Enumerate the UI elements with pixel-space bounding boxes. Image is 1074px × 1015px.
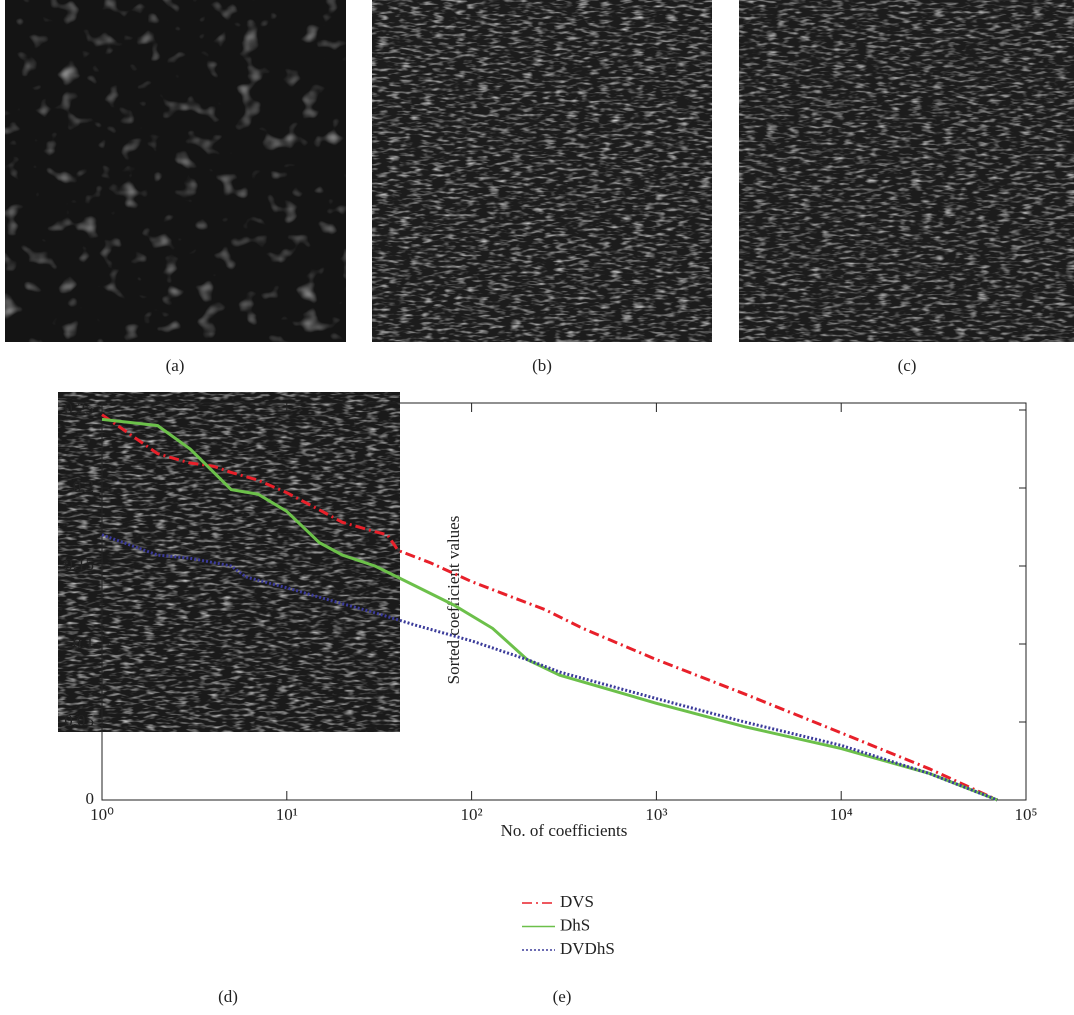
x-tick-label: 10³	[645, 805, 667, 824]
panel-label: (c)	[898, 356, 917, 375]
panel-label: (d)	[218, 987, 238, 1006]
x-tick-label: 10²	[461, 805, 483, 824]
x-axis-label: No. of coefficients	[501, 821, 628, 840]
y-tick-label: 0.05	[64, 711, 94, 730]
legend-label: DVS	[560, 892, 594, 911]
line-series	[101, 413, 998, 802]
y-tick-label: 0.2	[73, 477, 94, 496]
y-tick-label: 0.15	[64, 555, 94, 574]
y-axis-label: Sorted coefficient values	[444, 516, 463, 685]
x-tick-label: 10⁵	[1015, 805, 1038, 824]
panel-label: (a)	[166, 356, 185, 375]
legend-label: DhS	[560, 915, 590, 934]
plot-frame	[101, 402, 1027, 801]
line-series	[101, 533, 998, 802]
legend-label: DVDhS	[560, 939, 615, 958]
line-series	[101, 417, 998, 802]
x-tick-label: 10¹	[276, 805, 298, 824]
x-tick-label: 10⁰	[90, 805, 114, 824]
panel-label: (e)	[553, 987, 572, 1006]
y-tick-label: 0.1	[73, 633, 94, 652]
image-c	[739, 0, 1074, 342]
panel-label: (b)	[532, 356, 552, 375]
y-tick-label: 0	[86, 789, 95, 808]
image-a	[5, 0, 346, 342]
x-tick-label: 10⁴	[830, 805, 853, 824]
image-d	[58, 392, 400, 732]
y-tick-label: 0.25	[64, 399, 94, 418]
image-b	[372, 0, 712, 342]
